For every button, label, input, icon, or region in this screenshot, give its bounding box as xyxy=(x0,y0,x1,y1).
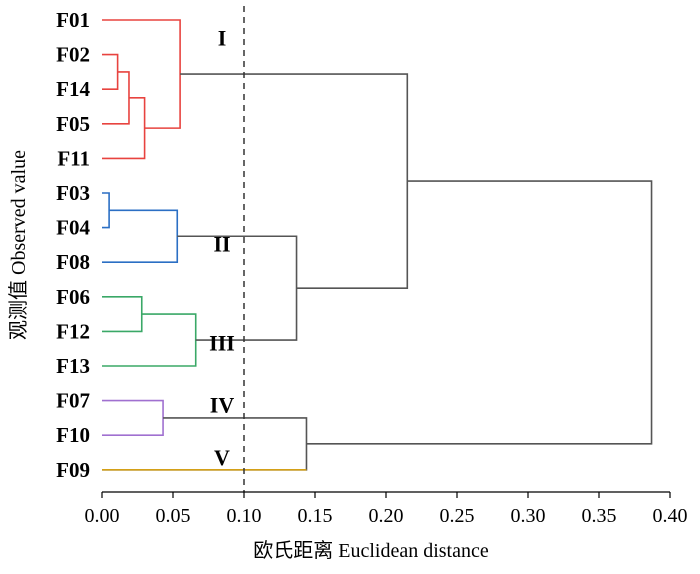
x-axis-title: 欧氏距离 Euclidean distance xyxy=(253,539,489,562)
leaf-label: F06 xyxy=(56,285,90,309)
dendrogram-links xyxy=(102,19,653,471)
x-tick-label: 0.25 xyxy=(440,505,475,527)
leaf-label: F04 xyxy=(56,216,90,240)
x-axis: 0.00 0.05 0.10 0.15 0.20 0.25 0.30 0.35 0.40 xyxy=(85,491,688,527)
link-2 xyxy=(102,97,146,160)
link-5 xyxy=(102,209,179,263)
cluster-label: V xyxy=(214,445,230,470)
leaf-label: F10 xyxy=(56,423,90,447)
x-tick-label: 0.20 xyxy=(369,505,404,527)
leaf-label: F14 xyxy=(56,77,90,101)
link-3 xyxy=(102,19,181,129)
link-12 xyxy=(306,180,653,445)
leaf-label: F11 xyxy=(57,146,90,170)
y-axis-title: 观测值 Observed value xyxy=(7,150,30,340)
link-7 xyxy=(102,313,197,367)
cluster-label: IV xyxy=(210,393,235,418)
x-tick-label: 0.10 xyxy=(227,505,262,527)
leaf-label: F05 xyxy=(56,112,90,136)
cluster-label: II xyxy=(213,232,230,257)
x-tick-label: 0.15 xyxy=(298,505,333,527)
leaf-label: F09 xyxy=(56,458,90,482)
link-10 xyxy=(102,399,164,436)
x-tick-label: 0.40 xyxy=(653,505,688,527)
leaf-label: F12 xyxy=(56,319,90,343)
x-tick-label: 0.00 xyxy=(85,505,120,527)
cluster-label: I xyxy=(218,26,227,51)
leaf-label: F02 xyxy=(56,43,90,67)
x-tick-label: 0.30 xyxy=(511,505,546,527)
link-1 xyxy=(102,71,130,125)
cluster-label: III xyxy=(209,330,235,355)
leaf-label: F03 xyxy=(56,181,90,205)
link-11 xyxy=(102,417,308,471)
leaf-label: F01 xyxy=(56,8,90,32)
x-tick-label: 0.05 xyxy=(156,505,191,527)
link-4 xyxy=(102,192,110,229)
leaf-label: F07 xyxy=(56,389,90,413)
leaf-label: F13 xyxy=(56,354,90,378)
x-tick-label: 0.35 xyxy=(582,505,617,527)
leaf-labels: F01 F02 F14 F05 F11 F03 F04 F08 F06 F12 F13 F07 F10 F… xyxy=(56,8,90,482)
link-0 xyxy=(102,53,119,90)
leaf-label: F08 xyxy=(56,250,90,274)
link-6 xyxy=(102,296,143,333)
